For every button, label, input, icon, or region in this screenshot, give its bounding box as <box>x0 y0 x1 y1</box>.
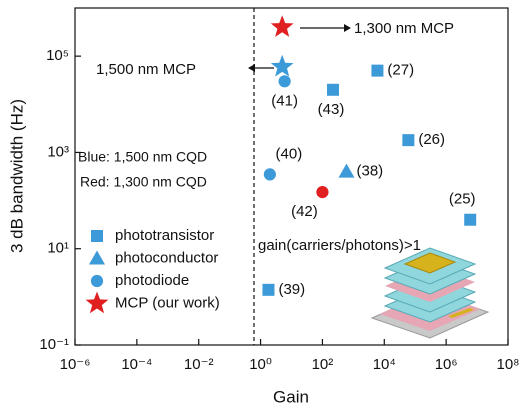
point-label: (27) <box>387 62 414 79</box>
legend-label: photoconductor <box>115 249 218 266</box>
x-tick-label: 10⁻² <box>184 356 214 373</box>
x-tick-label: 10⁶ <box>435 356 458 373</box>
point <box>371 64 384 77</box>
point-label: (26) <box>418 131 445 148</box>
point-label: (42) <box>291 203 318 220</box>
legend-marker <box>85 291 109 314</box>
x-axis-label: Gain <box>273 387 309 406</box>
point <box>270 54 294 77</box>
point-label: (41) <box>271 92 298 109</box>
y-tick-label: 10⁵ <box>46 47 69 64</box>
annotation: 1,300 nm MCP <box>354 20 454 37</box>
point <box>315 185 330 199</box>
y-axis-label: 3 dB bandwidth (Hz) <box>7 99 26 253</box>
point-label: (38) <box>356 163 383 180</box>
annotation: Red: 1,300 nm CQD <box>80 174 207 190</box>
point-label: (39) <box>278 281 305 298</box>
legend-label: phototransistor <box>115 227 214 244</box>
point-label: (40) <box>276 145 303 162</box>
x-tick-label: 10⁴ <box>373 356 396 373</box>
legend-marker <box>90 274 104 288</box>
point <box>270 15 294 37</box>
legend-marker <box>89 250 105 265</box>
y-tick-label: 10⁻¹ <box>39 336 69 353</box>
x-tick-label: 10⁻⁴ <box>121 356 152 373</box>
point-label: (25) <box>449 191 476 208</box>
plot-frame <box>74 7 509 346</box>
device-inset <box>370 247 490 339</box>
arrow-head <box>248 64 255 72</box>
x-tick-label: 10⁻⁶ <box>60 356 91 373</box>
point <box>402 134 415 147</box>
point <box>277 74 292 89</box>
point <box>464 213 477 226</box>
annotation: Blue: 1,500 nm CQD <box>78 149 207 165</box>
annotation: gain(carriers/photons)>1 <box>258 237 421 254</box>
point <box>262 167 277 182</box>
point-label: (43) <box>318 101 345 118</box>
y-tick-label: 10¹ <box>47 240 69 257</box>
point <box>262 283 275 296</box>
x-tick-label: 10² <box>312 356 334 373</box>
x-tick-label: 10⁰ <box>249 356 272 373</box>
point <box>338 163 355 178</box>
legend-label: MCP (our work) <box>115 294 220 311</box>
y-tick-label: 10³ <box>47 143 69 160</box>
annotation: 1,500 nm MCP <box>96 61 196 78</box>
point <box>327 83 340 96</box>
x-tick-label: 10⁸ <box>496 356 519 373</box>
arrow-head <box>344 24 351 32</box>
legend-marker <box>91 230 103 242</box>
legend-label: photodiode <box>115 272 189 289</box>
